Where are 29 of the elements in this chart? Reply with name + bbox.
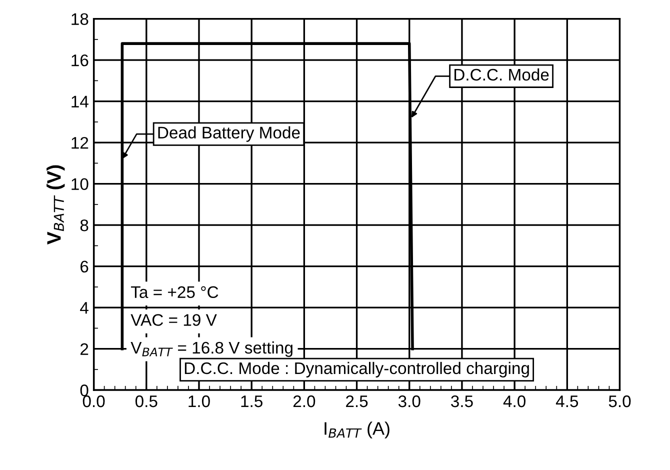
x-axis-title: I$_{BATT}$ (A) — [324, 422, 390, 438]
y-tick-label: 0 — [80, 384, 88, 396]
x-tick-label: 3.0 — [398, 395, 420, 408]
y-tick-label: 4 — [80, 302, 88, 314]
y-tick-label: 16 — [72, 54, 88, 66]
x-tick-label: 2.0 — [293, 395, 316, 408]
annotation: V$_{BATT}$ = 16.8 V setting — [130, 341, 292, 357]
x-tick-label: 1.0 — [188, 395, 210, 408]
y-tick-label: 18 — [72, 13, 88, 26]
annotation: D.C.C. Mode — [454, 68, 549, 81]
x-tick-label: 3.5 — [451, 395, 473, 408]
x-tick-label: 0.0 — [82, 395, 105, 408]
y-tick-label: 2 — [80, 343, 88, 355]
x-tick-label: 5.0 — [608, 395, 631, 408]
x-tick-label: 4.5 — [556, 396, 578, 408]
x-tick-label: 0.5 — [135, 395, 158, 408]
x-tick-label: 2.5 — [346, 395, 368, 408]
y-tick-label: 14 — [72, 96, 88, 108]
x-tick-label: 1.5 — [241, 396, 262, 408]
annotation: Dead Battery Mode — [158, 126, 300, 142]
annotation: D.C.C. Mode : Dynamically-controlled charging — [184, 362, 529, 378]
y-axis-title: V$_{BATT}$ (V) — [46, 165, 65, 244]
y-tick-label: 12 — [72, 136, 88, 149]
y-tick-label: 10 — [72, 178, 88, 190]
annotation: VAC = 19 V — [130, 314, 217, 326]
y-tick-label: 8 — [80, 219, 88, 232]
annotation: Ta = +25 °C — [130, 286, 218, 298]
x-tick-label: 4.0 — [503, 395, 526, 408]
y-tick-label: 6 — [80, 260, 88, 273]
